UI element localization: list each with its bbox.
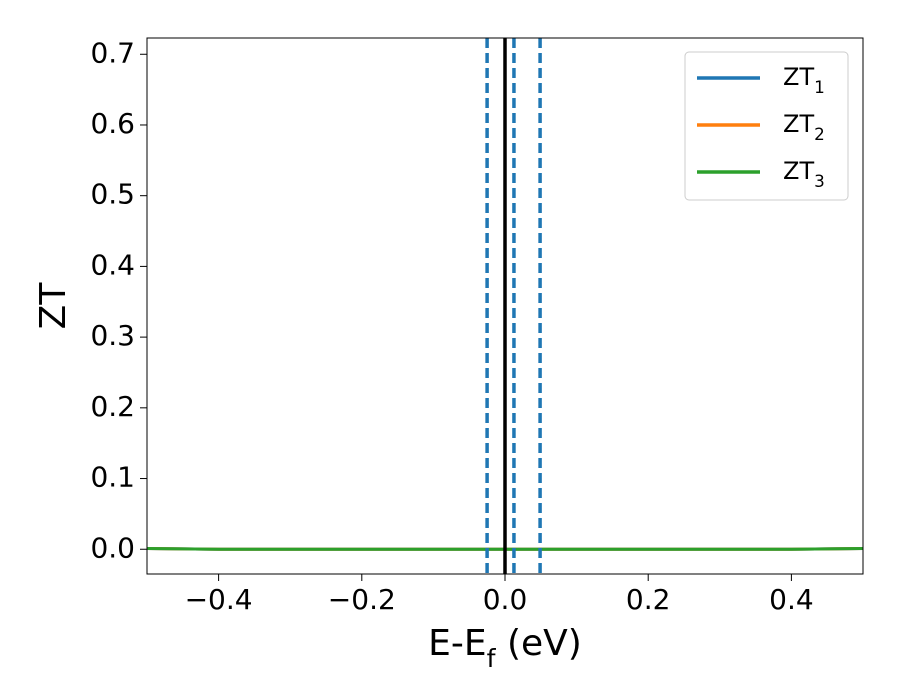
y-tick-label: 0.5 [90, 178, 135, 211]
y-tick-label: 0.0 [90, 531, 135, 564]
plot-frame [146, 37, 864, 575]
x-tick-label: 0.4 [769, 583, 814, 616]
y-tick-label: 0.1 [90, 461, 135, 494]
x-axis-label: E-Ef (eV) [428, 623, 582, 673]
x-tick-label: 0.2 [626, 583, 671, 616]
y-tick-label: 0.6 [90, 107, 135, 140]
x-tick-label: 0.0 [483, 583, 528, 616]
legend-box [684, 51, 849, 201]
y-tick-label: 0.3 [90, 319, 135, 352]
x-tick-label: −0.4 [185, 583, 253, 616]
y-tick-label: 0.2 [90, 390, 135, 423]
y-tick-label: 0.4 [90, 248, 135, 281]
y-axis-label: ZT [33, 282, 74, 330]
y-tick-label: 0.7 [90, 36, 135, 69]
x-tick-label: −0.2 [328, 583, 396, 616]
